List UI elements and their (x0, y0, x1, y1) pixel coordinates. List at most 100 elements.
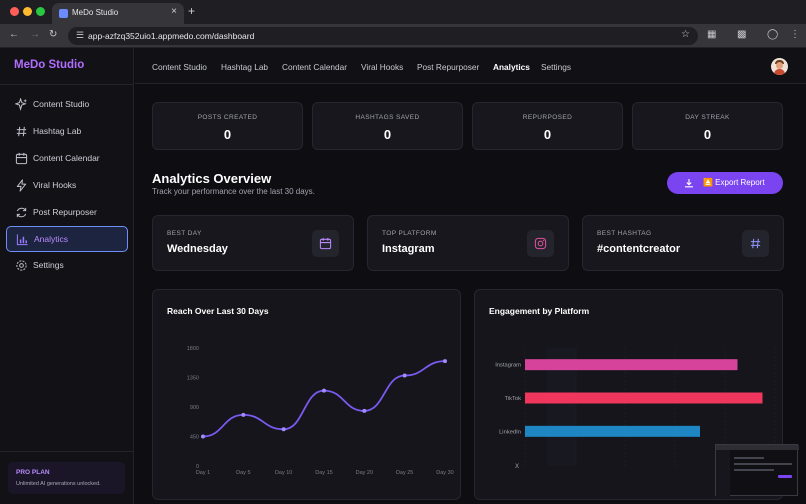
brand-logo[interactable]: MeDo Studio (14, 59, 85, 71)
topnav-analytics[interactable]: Analytics (493, 62, 530, 72)
stat-card-posts-created: POSTS CREATED 0 (152, 102, 303, 150)
preview-titlebar (716, 445, 799, 450)
highlight-value: Instagram (382, 243, 435, 255)
y-tick-label: 450 (190, 435, 199, 441)
tab-close-icon[interactable]: × (171, 6, 177, 17)
topnav-content-calendar[interactable]: Content Calendar (282, 62, 348, 72)
topnav-content-studio[interactable]: Content Studio (152, 62, 207, 72)
sidebar-item-content-studio[interactable]: Content Studio (6, 92, 128, 118)
sidebar-item-viral-hooks[interactable]: Viral Hooks (6, 173, 128, 199)
url-text: app-azfzq352uio1.appmedo.com/dashboard (88, 31, 255, 41)
category-label: Instagram (495, 363, 521, 369)
divider (0, 451, 134, 452)
reload-button[interactable]: ↻ (49, 29, 58, 40)
bolt-icon (16, 179, 27, 192)
chart-title: Engagement by Platform (489, 306, 590, 316)
sidebar-item-label: Viral Hooks (33, 180, 77, 190)
category-label: TikTok (504, 396, 521, 402)
forward-button[interactable]: → (30, 29, 40, 40)
stat-value: 0 (703, 127, 712, 142)
data-point (241, 412, 246, 417)
x-tick-label: Day 5 (236, 470, 250, 476)
plan-subtitle: Unlimited AI generations unlocked. (16, 481, 101, 487)
sparkles-icon (15, 98, 28, 111)
data-point (281, 427, 286, 432)
highlight-card-best-hashtag: BEST HASHTAG #contentcreator (582, 215, 784, 271)
divider (0, 84, 134, 85)
plan-card: PRO PLAN Unlimited AI generations unlock… (8, 462, 125, 494)
profile-icon[interactable]: ◯ (767, 29, 779, 40)
x-tick-label: Day 1 (196, 470, 210, 476)
bookmark-star-icon[interactable]: ☆ (681, 29, 690, 40)
sidebar-item-label: Analytics (34, 234, 69, 244)
category-label: LinkedIn (499, 429, 521, 435)
topnav-hashtag-lab[interactable]: Hashtag Lab (221, 62, 269, 72)
highlight-label: BEST DAY (167, 230, 202, 237)
sidebar-item-analytics[interactable]: Analytics (6, 226, 128, 252)
topnav-post-repurposer[interactable]: Post Repurposer (417, 62, 480, 72)
x-tick-label: Day 25 (396, 470, 413, 476)
y-tick-label: 1350 (187, 376, 199, 382)
export-report-button[interactable]: ⏏️ Export Report (667, 172, 783, 194)
cast-icon[interactable]: ▩ (737, 29, 747, 40)
menu-kebab-icon[interactable]: ⋮ (790, 29, 800, 40)
sidebar-item-settings[interactable]: Settings (6, 253, 128, 279)
sidebar-item-label: Settings (33, 260, 64, 270)
sidebar-item-label: Hashtag Lab (33, 126, 82, 136)
extensions-icon[interactable]: ▦ (707, 29, 717, 40)
x-tick-label: Day 30 (436, 470, 453, 476)
avatar[interactable] (771, 58, 788, 75)
data-point (322, 388, 326, 393)
preview-line (734, 469, 774, 471)
gear-icon (16, 260, 27, 271)
highlight-card-top-platform: TOP PLATFORM Instagram (367, 215, 569, 271)
sidebar-item-label: Post Repurposer (33, 207, 97, 217)
close-window-button[interactable] (10, 7, 19, 16)
browser-tab[interactable]: MeDo Studio × (52, 3, 184, 24)
bar (525, 392, 763, 404)
new-tab-button[interactable]: + (188, 4, 196, 18)
highlight-value: Wednesday (167, 243, 228, 255)
instagram-icon (534, 237, 547, 250)
stat-card-day-streak: DAY STREAK 0 (632, 102, 783, 150)
hash-icon (16, 126, 27, 137)
sidebar-item-label: Content Calendar (33, 153, 100, 163)
address-bar[interactable]: ☰ app-azfzq352uio1.appmedo.com/dashboard… (68, 27, 698, 45)
minimize-window-button[interactable] (23, 7, 32, 16)
x-tick-label: Day 15 (315, 470, 332, 476)
stat-value: 0 (543, 127, 552, 142)
preview-sidebar (716, 450, 730, 497)
highlight-icon-box (312, 230, 339, 257)
export-report-label: ⏏️ Export Report (703, 178, 765, 187)
preview-line (734, 463, 792, 465)
x-tick-label: Day 10 (275, 470, 292, 476)
back-button[interactable]: ← (9, 29, 19, 40)
browser-toolbar: ← → ↻ ☰ app-azfzq352uio1.appmedo.com/das… (0, 24, 806, 48)
calendar-icon (319, 237, 332, 250)
plan-title: PRO PLAN (16, 469, 50, 476)
topnav-settings[interactable]: Settings (541, 62, 571, 72)
favicon-icon (59, 9, 68, 18)
engagement-bar-chart: Instagram TikTok LinkedIn X (495, 348, 776, 470)
hash-icon (750, 238, 761, 249)
stat-label: POSTS CREATED (197, 114, 258, 121)
screen-preview-thumbnail[interactable] (715, 444, 799, 497)
highlight-label: BEST HASHTAG (597, 230, 652, 237)
sidebar-item-hashtag-lab[interactable]: Hashtag Lab (6, 119, 128, 145)
axis-label: X (515, 464, 519, 470)
stat-label: HASHTAGS SAVED (355, 114, 420, 121)
reach-line-chart: 0 450 900 1350 1800 Day 1 Day 5 Day 10 Day 15 Day… (187, 346, 454, 476)
maximize-window-button[interactable] (36, 7, 45, 16)
bar-chart-icon (16, 234, 28, 246)
top-navigation: Content Studio Hashtag Lab Content Calen… (135, 48, 806, 84)
sidebar-item-content-calendar[interactable]: Content Calendar (6, 146, 128, 172)
topnav-viral-hooks[interactable]: Viral Hooks (361, 62, 404, 72)
data-point (201, 434, 205, 439)
site-settings-icon[interactable]: ☰ (76, 30, 85, 40)
y-tick-label: 900 (190, 405, 199, 411)
data-point (362, 408, 367, 413)
bar (525, 359, 738, 371)
highlight-card-best-day: BEST DAY Wednesday (152, 215, 354, 271)
stat-value: 0 (383, 127, 392, 142)
sidebar-item-post-repurposer[interactable]: Post Repurposer (6, 200, 128, 226)
